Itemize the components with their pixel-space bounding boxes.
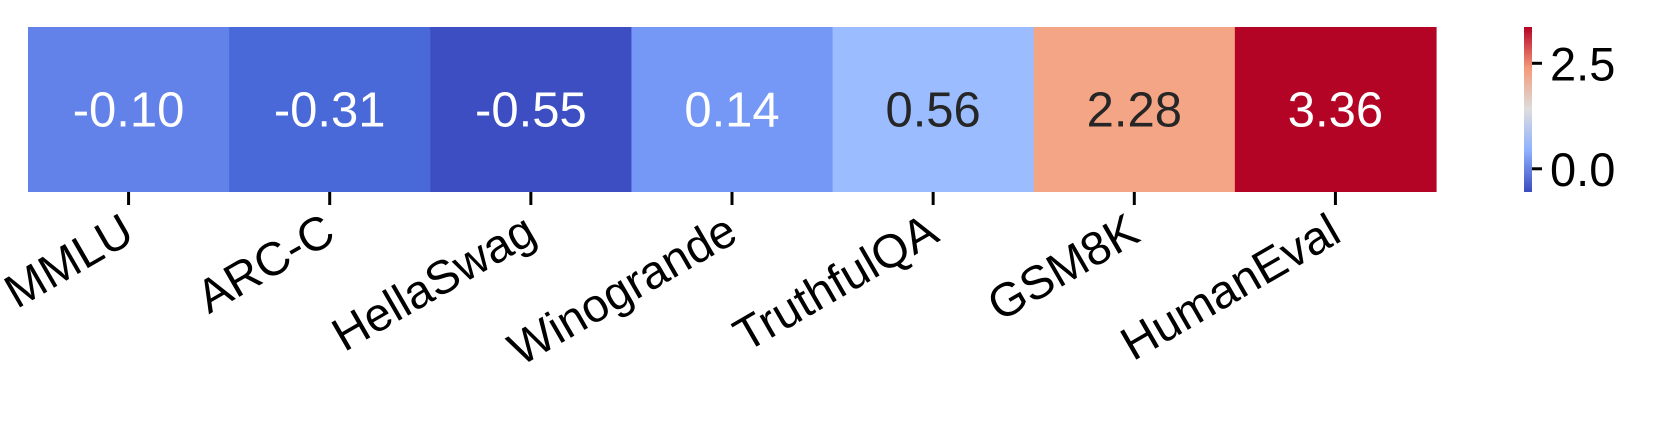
heatmap-cell-truthfulqa [832,27,1035,192]
x-tick-label: GSM8K [978,203,1147,331]
x-tick-label: HumanEval [1112,203,1349,370]
x-tick-label: MMLU [0,203,142,318]
cell-value-label: 2.28 [1087,84,1182,138]
cell-value-label: 0.14 [684,84,779,138]
heatmap-cell-hellaswag [430,27,633,192]
cell-value-label: 3.36 [1288,84,1383,138]
heatmap-cell-mmlu [28,27,230,192]
cell-value-label: 0.56 [885,84,980,138]
cell-value-label: -0.55 [475,84,587,138]
heatmap-cells [28,27,1437,192]
x-tick-label: ARC-C [187,203,342,323]
heatmap-cell-humaneval [1234,27,1437,192]
colorbar-tick-label: 2.5 [1550,37,1615,90]
cell-value-label: -0.31 [274,84,386,138]
heatmap-cell-gsm8k [1033,27,1236,192]
x-axis-ticks [127,192,1337,205]
colorbar [1524,27,1532,192]
colorbar-tick-label: 0.0 [1550,143,1615,196]
heatmap-cell-winogrande [631,27,834,192]
x-tick-label: Winogrande [499,203,745,376]
colorbar-ticks: 0.0 2.5 [1532,37,1615,196]
colorbar-gradient [1524,27,1532,192]
heatmap-cell-arc-c [229,27,431,192]
x-tick-label: TruthfulQA [724,202,946,361]
heatmap-cell-labels: -0.10 -0.31 -0.55 0.14 0.56 2.28 3.36 [73,84,1383,138]
cell-value-label: -0.10 [73,84,185,138]
